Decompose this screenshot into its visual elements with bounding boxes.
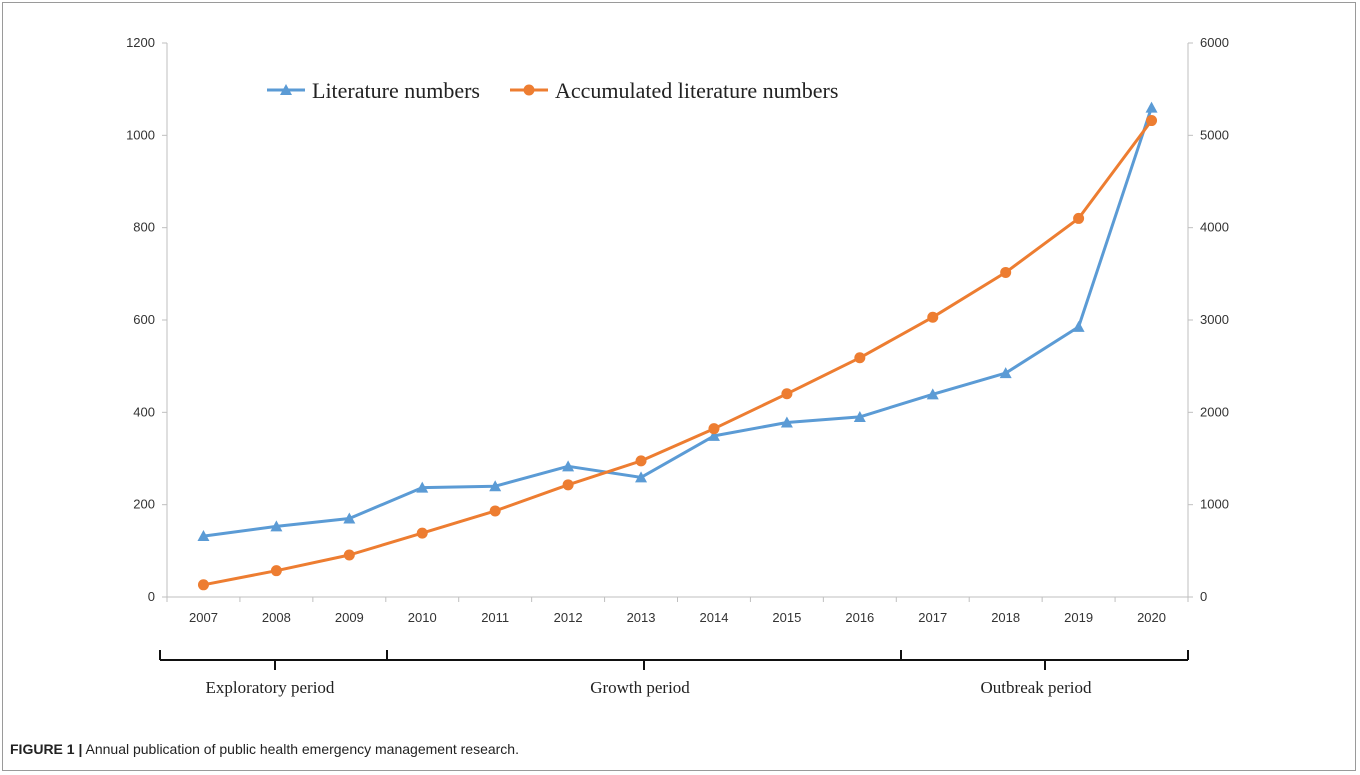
data-point-circle (562, 479, 574, 491)
legend-marker-circle (523, 84, 535, 96)
series-line-1 (203, 107, 1153, 538)
y-right-tick-label: 5000 (1200, 127, 1229, 142)
y-left-tick-label: 1200 (126, 35, 155, 50)
data-point-circle (489, 505, 501, 517)
data-point-circle (197, 579, 209, 591)
y-right-tick-label: 2000 (1200, 404, 1229, 419)
x-tick-label: 2011 (481, 610, 509, 625)
data-point-circle (1000, 266, 1012, 278)
x-tick-label: 2013 (627, 610, 656, 625)
data-point-circle (927, 311, 939, 323)
x-tick-label: 2010 (408, 610, 437, 625)
data-point-triangle (416, 481, 429, 493)
y-left-tick-label: 800 (133, 220, 155, 235)
caption-label: FIGURE 1 | (10, 741, 83, 757)
caption-text: Annual publication of public health emer… (85, 741, 520, 757)
data-point-triangle (489, 480, 502, 492)
x-tick-label: 2020 (1137, 610, 1166, 625)
x-tick-label: 2018 (991, 610, 1020, 625)
y-right-tick-label: 1000 (1200, 497, 1229, 512)
data-point-circle (708, 423, 720, 435)
y-left-tick-label: 200 (133, 497, 155, 512)
data-point-triangle (707, 429, 720, 441)
data-point-circle (270, 565, 282, 577)
x-tick-label: 2009 (335, 610, 364, 625)
data-point-triangle (999, 367, 1012, 379)
x-tick-label: 2014 (700, 610, 729, 625)
data-point-circle (854, 352, 866, 364)
data-point-circle (1146, 115, 1158, 127)
period-label: Outbreak period (981, 678, 1092, 697)
y-right-tick-label: 4000 (1200, 220, 1229, 235)
legend-label-1: Literature numbers (312, 78, 480, 103)
y-left-tick-label: 0 (148, 589, 155, 604)
data-point-triangle (635, 471, 648, 483)
y-right-tick-label: 3000 (1200, 312, 1229, 327)
line-chart: 0 200 400 600 800 1000 1200 0 1000 2000 3000 4000 50… (126, 35, 1229, 697)
data-point-circle (781, 388, 793, 400)
x-tick-label: 2017 (918, 610, 947, 625)
x-tick-label: 2007 (189, 610, 218, 625)
series-line-2 (203, 119, 1153, 587)
x-tick-label: 2015 (772, 610, 801, 625)
data-point-circle (635, 455, 647, 467)
legend-label-2: Accumulated literature numbers (555, 78, 838, 103)
x-tick-label: 2008 (262, 610, 291, 625)
period-label: Exploratory period (206, 678, 335, 697)
figure-caption: FIGURE 1 | Annual publication of public … (10, 741, 519, 757)
data-point-triangle (926, 388, 939, 400)
y-left-tick-label: 1000 (126, 127, 155, 142)
data-point-triangle (780, 416, 793, 428)
data-point-triangle (853, 410, 866, 422)
x-tick-label: 2012 (554, 610, 583, 625)
y-right-tick-label: 0 (1200, 589, 1207, 604)
data-point-triangle (270, 520, 283, 532)
data-point-triangle (197, 530, 210, 542)
data-point-triangle (1145, 101, 1158, 113)
legend-marker-triangle (280, 84, 292, 95)
y-right-tick-label: 6000 (1200, 35, 1229, 50)
y-left-tick-label: 400 (133, 404, 155, 419)
data-point-circle (416, 527, 428, 539)
data-point-circle (1073, 212, 1085, 224)
data-point-triangle (343, 512, 356, 524)
data-point-triangle (562, 460, 575, 472)
period-label: Growth period (590, 678, 690, 697)
x-tick-label: 2019 (1064, 610, 1093, 625)
data-point-triangle (1072, 320, 1085, 332)
y-left-tick-label: 600 (133, 312, 155, 327)
data-point-circle (343, 549, 355, 561)
x-tick-label: 2016 (845, 610, 874, 625)
